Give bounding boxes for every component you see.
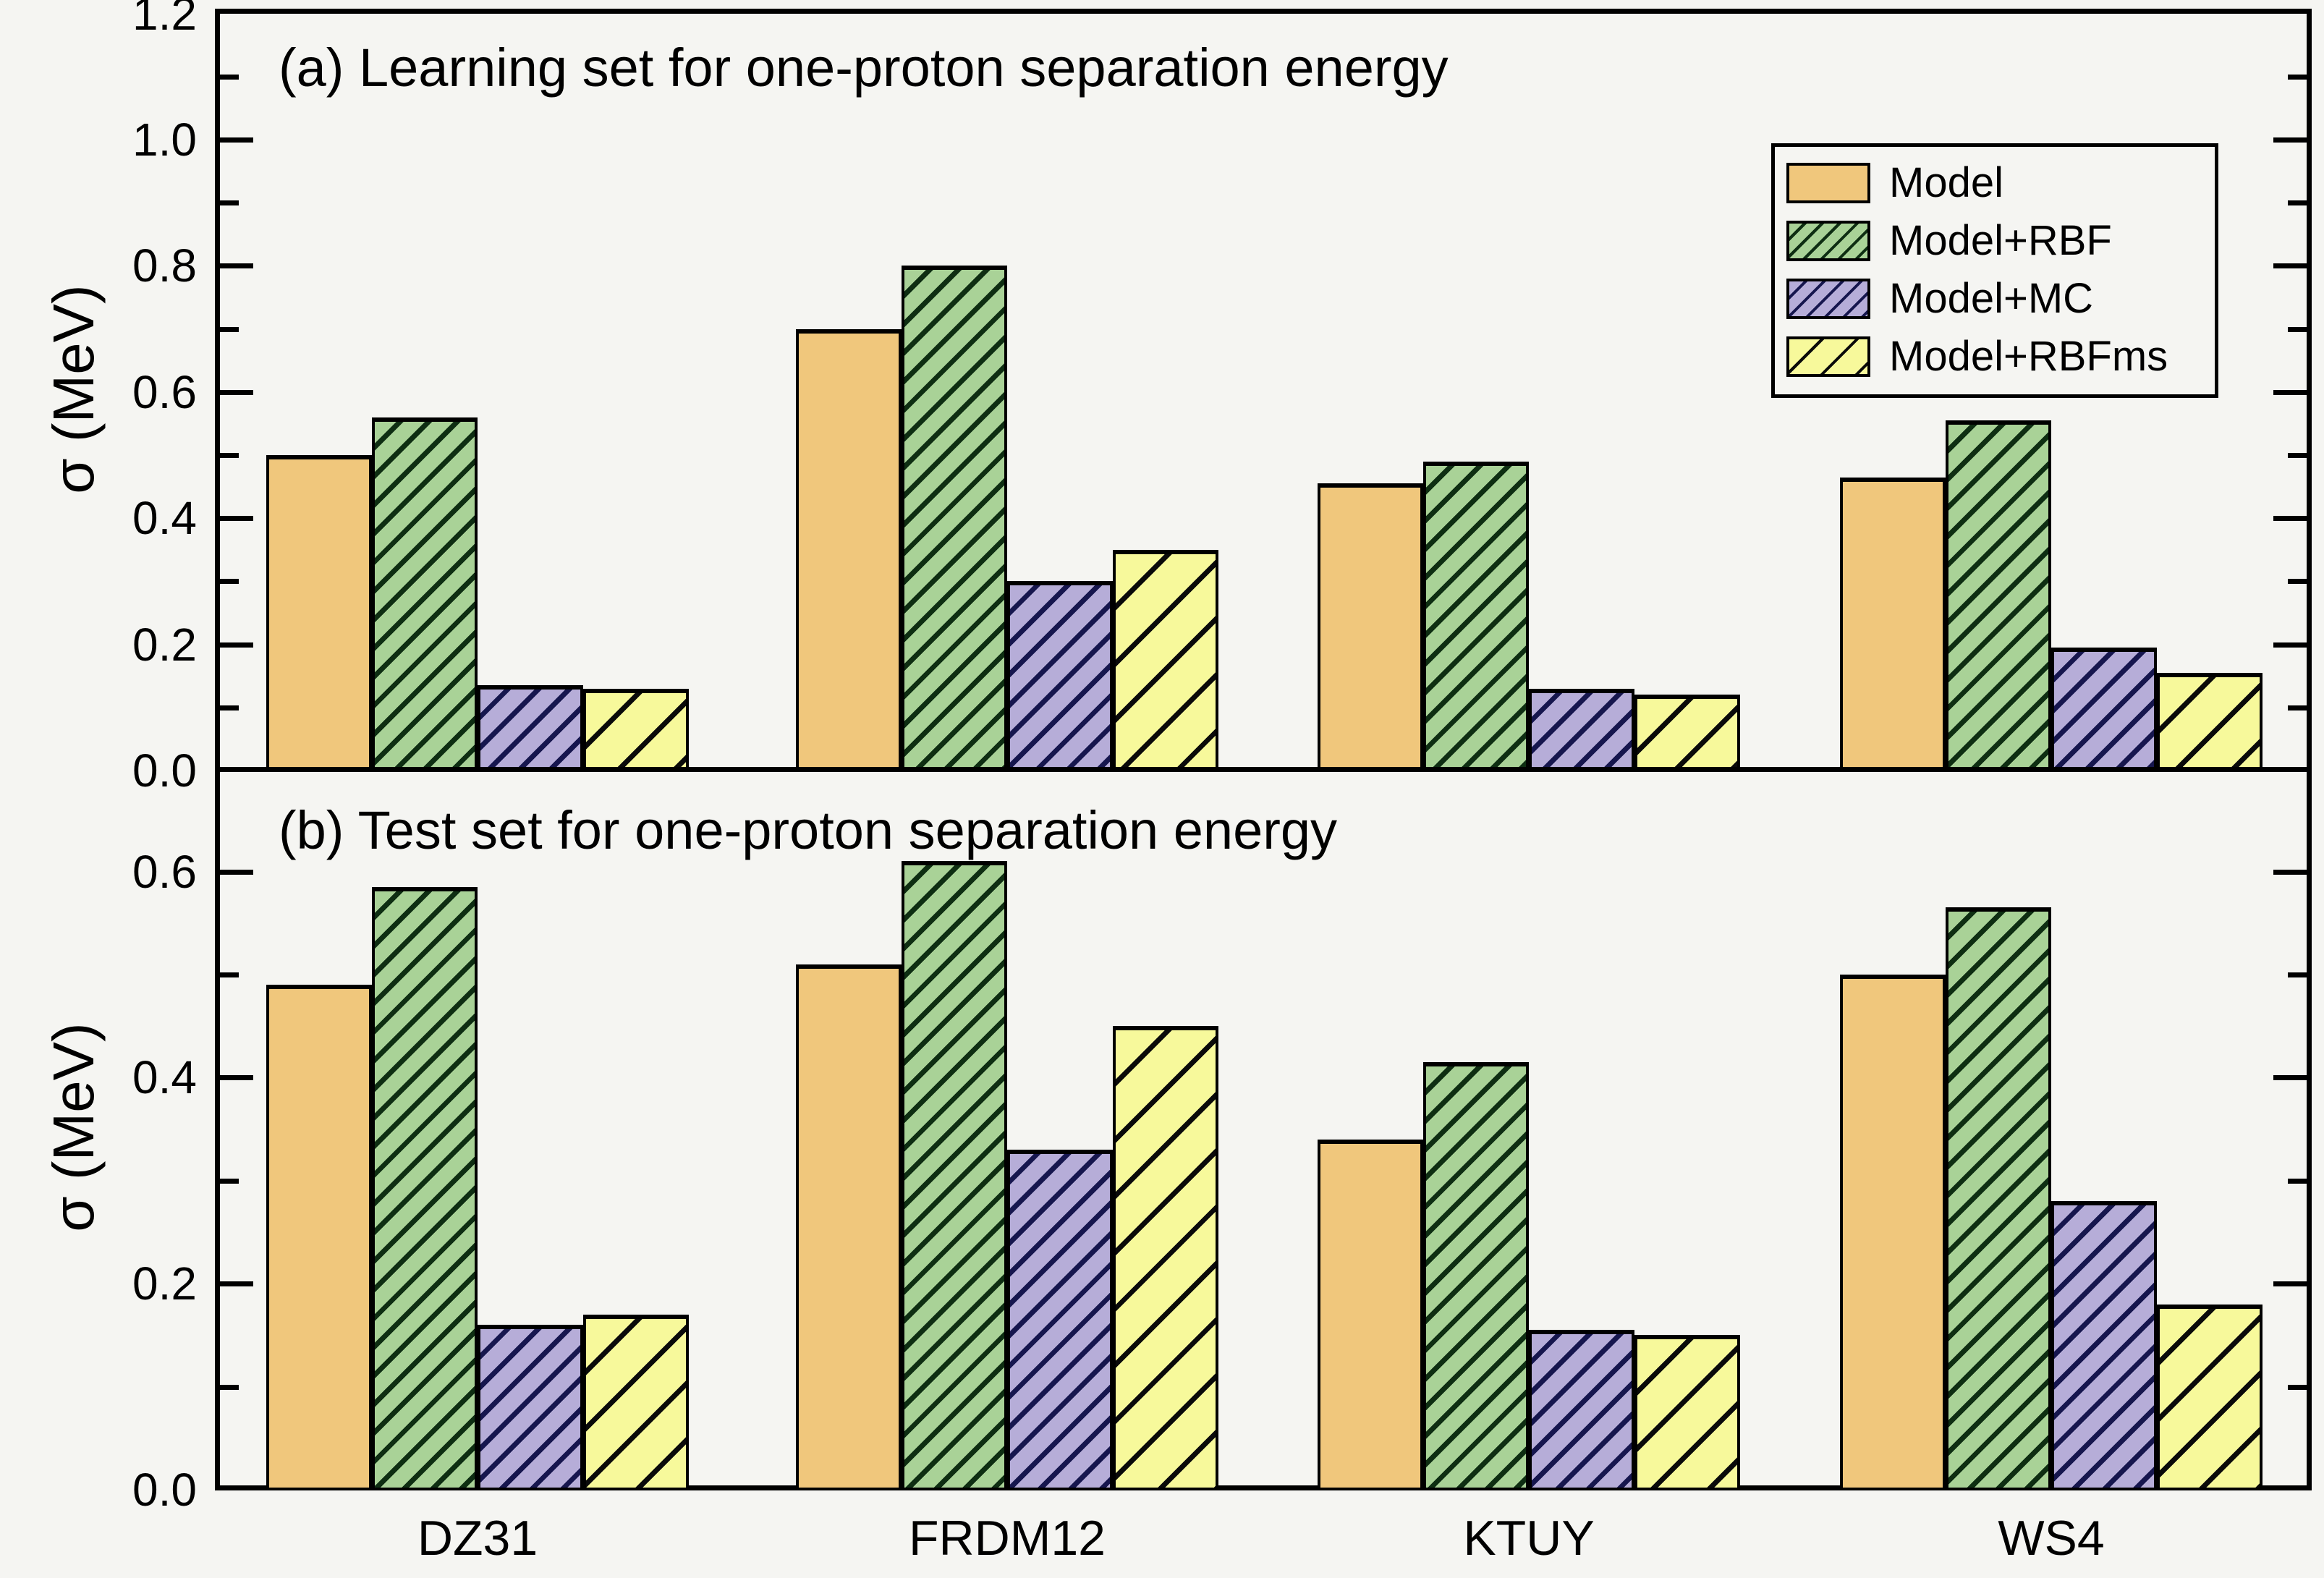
bar-a-DZ31-Model bbox=[266, 455, 372, 770]
right-tick-a-0.3 bbox=[2288, 579, 2307, 584]
panel-a-title: (a) Learning set for one-proton separati… bbox=[279, 38, 1449, 98]
bar-b-WS4-Model bbox=[1840, 975, 1946, 1490]
bar-b-FRDM12-Model bbox=[796, 964, 902, 1490]
bar-b-WS4-Model+MC bbox=[2051, 1201, 2157, 1490]
left-tick-a-0.9 bbox=[220, 200, 239, 205]
ytick-label-a-0.4: 0.4 bbox=[132, 492, 197, 544]
bar-a-KTUY-Model+MC bbox=[1529, 689, 1634, 770]
ytick-label-b-0.2: 0.2 bbox=[132, 1257, 197, 1310]
left-tick-a-0.6 bbox=[220, 390, 253, 395]
bar-a-FRDM12-Model+RBFms bbox=[1113, 550, 1218, 770]
bar-a-FRDM12-Model+RBF bbox=[902, 266, 1007, 770]
right-tick-a-0.2 bbox=[2273, 642, 2307, 648]
bar-b-DZ31-Model+RBFms bbox=[583, 1315, 689, 1490]
bar-b-DZ31-Model+MC bbox=[478, 1325, 583, 1490]
left-tick-a-0.4 bbox=[220, 516, 253, 521]
ytick-label-a-1.2: 1.2 bbox=[132, 0, 197, 40]
right-tick-a-0.7 bbox=[2288, 327, 2307, 332]
legend-item-Model+RBF: Model+RBF bbox=[1786, 212, 2215, 270]
ytick-label-a-0.0: 0.0 bbox=[132, 745, 197, 797]
right-tick-b-0.2 bbox=[2273, 1281, 2307, 1286]
left-tick-a-0.8 bbox=[220, 263, 253, 268]
ytick-label-b-0.0: 0.0 bbox=[132, 1464, 197, 1516]
legend-swatch-Model+MC bbox=[1786, 279, 1870, 319]
right-tick-b-0.3 bbox=[2288, 1179, 2307, 1184]
panel-divider bbox=[215, 767, 2312, 772]
legend-label-Model+RBFms: Model+RBFms bbox=[1889, 333, 2168, 380]
legend-label-Model: Model bbox=[1889, 159, 2003, 206]
bar-a-WS4-Model+RBFms bbox=[2157, 673, 2262, 770]
right-tick-b-0.6 bbox=[2273, 870, 2307, 875]
bar-b-WS4-Model+RBF bbox=[1946, 907, 2051, 1490]
legend-item-Model+MC: Model+MC bbox=[1786, 270, 2215, 328]
bar-b-KTUY-Model+MC bbox=[1529, 1330, 1634, 1490]
left-tick-b-0.4 bbox=[220, 1075, 253, 1080]
right-tick-a-0.9 bbox=[2288, 200, 2307, 205]
right-tick-a-1.1 bbox=[2288, 75, 2307, 80]
ytick-label-b-0.6: 0.6 bbox=[132, 846, 197, 898]
bar-a-WS4-Model+RBF bbox=[1946, 420, 2051, 770]
category-label-DZ31: DZ31 bbox=[417, 1511, 538, 1566]
right-tick-a-1 bbox=[2273, 137, 2307, 143]
category-label-FRDM12: FRDM12 bbox=[908, 1511, 1106, 1566]
ytick-label-a-0.6: 0.6 bbox=[132, 366, 197, 418]
plot-frame bbox=[215, 9, 2312, 1490]
bar-a-DZ31-Model+RBF bbox=[372, 417, 478, 770]
left-tick-b-0.5 bbox=[220, 972, 239, 977]
left-tick-b-0.1 bbox=[220, 1385, 239, 1390]
right-tick-a-0.1 bbox=[2288, 705, 2307, 710]
legend-item-Model: Model bbox=[1786, 154, 2215, 212]
legend-item-Model+RBFms: Model+RBFms bbox=[1786, 328, 2215, 386]
bar-a-FRDM12-Model+MC bbox=[1007, 581, 1113, 770]
right-tick-b-0.4 bbox=[2273, 1075, 2307, 1080]
ytick-label-b-0.4: 0.4 bbox=[132, 1051, 197, 1103]
bar-b-FRDM12-Model+MC bbox=[1007, 1150, 1113, 1490]
left-tick-a-0.7 bbox=[220, 327, 239, 332]
legend-label-Model+MC: Model+MC bbox=[1889, 275, 2094, 322]
left-tick-a-0.2 bbox=[220, 642, 253, 648]
ytick-label-a-1.0: 1.0 bbox=[132, 114, 197, 166]
legend: Model Model+RBF Model+MC Model+RBFms bbox=[1771, 143, 2218, 398]
bar-b-DZ31-Model bbox=[266, 985, 372, 1490]
left-tick-a-1 bbox=[220, 137, 253, 143]
bar-b-KTUY-Model+RBFms bbox=[1634, 1335, 1740, 1490]
bar-b-FRDM12-Model+RBFms bbox=[1113, 1026, 1218, 1490]
legend-label-Model+RBF: Model+RBF bbox=[1889, 217, 2112, 264]
bar-b-FRDM12-Model+RBF bbox=[902, 861, 1007, 1490]
right-tick-a-0.6 bbox=[2273, 390, 2307, 395]
left-tick-a-0.3 bbox=[220, 579, 239, 584]
right-tick-a-0.8 bbox=[2273, 263, 2307, 268]
bar-a-KTUY-Model+RBFms bbox=[1634, 695, 1740, 770]
legend-swatch-Model+RBF bbox=[1786, 221, 1870, 261]
bar-b-KTUY-Model+RBF bbox=[1423, 1062, 1529, 1490]
ytick-label-a-0.8: 0.8 bbox=[132, 239, 197, 292]
left-tick-a-0.1 bbox=[220, 705, 239, 710]
left-tick-a-0.5 bbox=[220, 453, 239, 458]
bar-b-DZ31-Model+RBF bbox=[372, 887, 478, 1490]
right-tick-b-0.5 bbox=[2288, 972, 2307, 977]
bar-a-DZ31-Model+MC bbox=[478, 685, 583, 770]
bar-a-KTUY-Model+RBF bbox=[1423, 462, 1529, 770]
bar-a-KTUY-Model bbox=[1318, 483, 1423, 770]
right-tick-a-0.5 bbox=[2288, 453, 2307, 458]
left-tick-b-0.3 bbox=[220, 1179, 239, 1184]
bar-b-KTUY-Model bbox=[1318, 1140, 1423, 1490]
bar-a-WS4-Model+MC bbox=[2051, 648, 2157, 770]
bar-a-DZ31-Model+RBFms bbox=[583, 689, 689, 770]
bar-a-WS4-Model bbox=[1840, 478, 1946, 770]
bar-b-WS4-Model+RBFms bbox=[2157, 1305, 2262, 1490]
panel-b-title: (b) Test set for one-proton separation e… bbox=[279, 800, 1338, 860]
legend-swatch-Model+RBFms bbox=[1786, 336, 1870, 377]
legend-swatch-Model bbox=[1786, 163, 1870, 203]
right-tick-a-0.4 bbox=[2273, 516, 2307, 521]
left-tick-b-0.2 bbox=[220, 1281, 253, 1286]
category-label-WS4: WS4 bbox=[1998, 1511, 2105, 1566]
right-tick-b-0.1 bbox=[2288, 1385, 2307, 1390]
left-tick-a-1.1 bbox=[220, 75, 239, 80]
ytick-label-a-0.2: 0.2 bbox=[132, 619, 197, 671]
left-tick-b-0.6 bbox=[220, 870, 253, 875]
category-label-KTUY: KTUY bbox=[1463, 1511, 1595, 1566]
bar-a-FRDM12-Model bbox=[796, 329, 902, 770]
